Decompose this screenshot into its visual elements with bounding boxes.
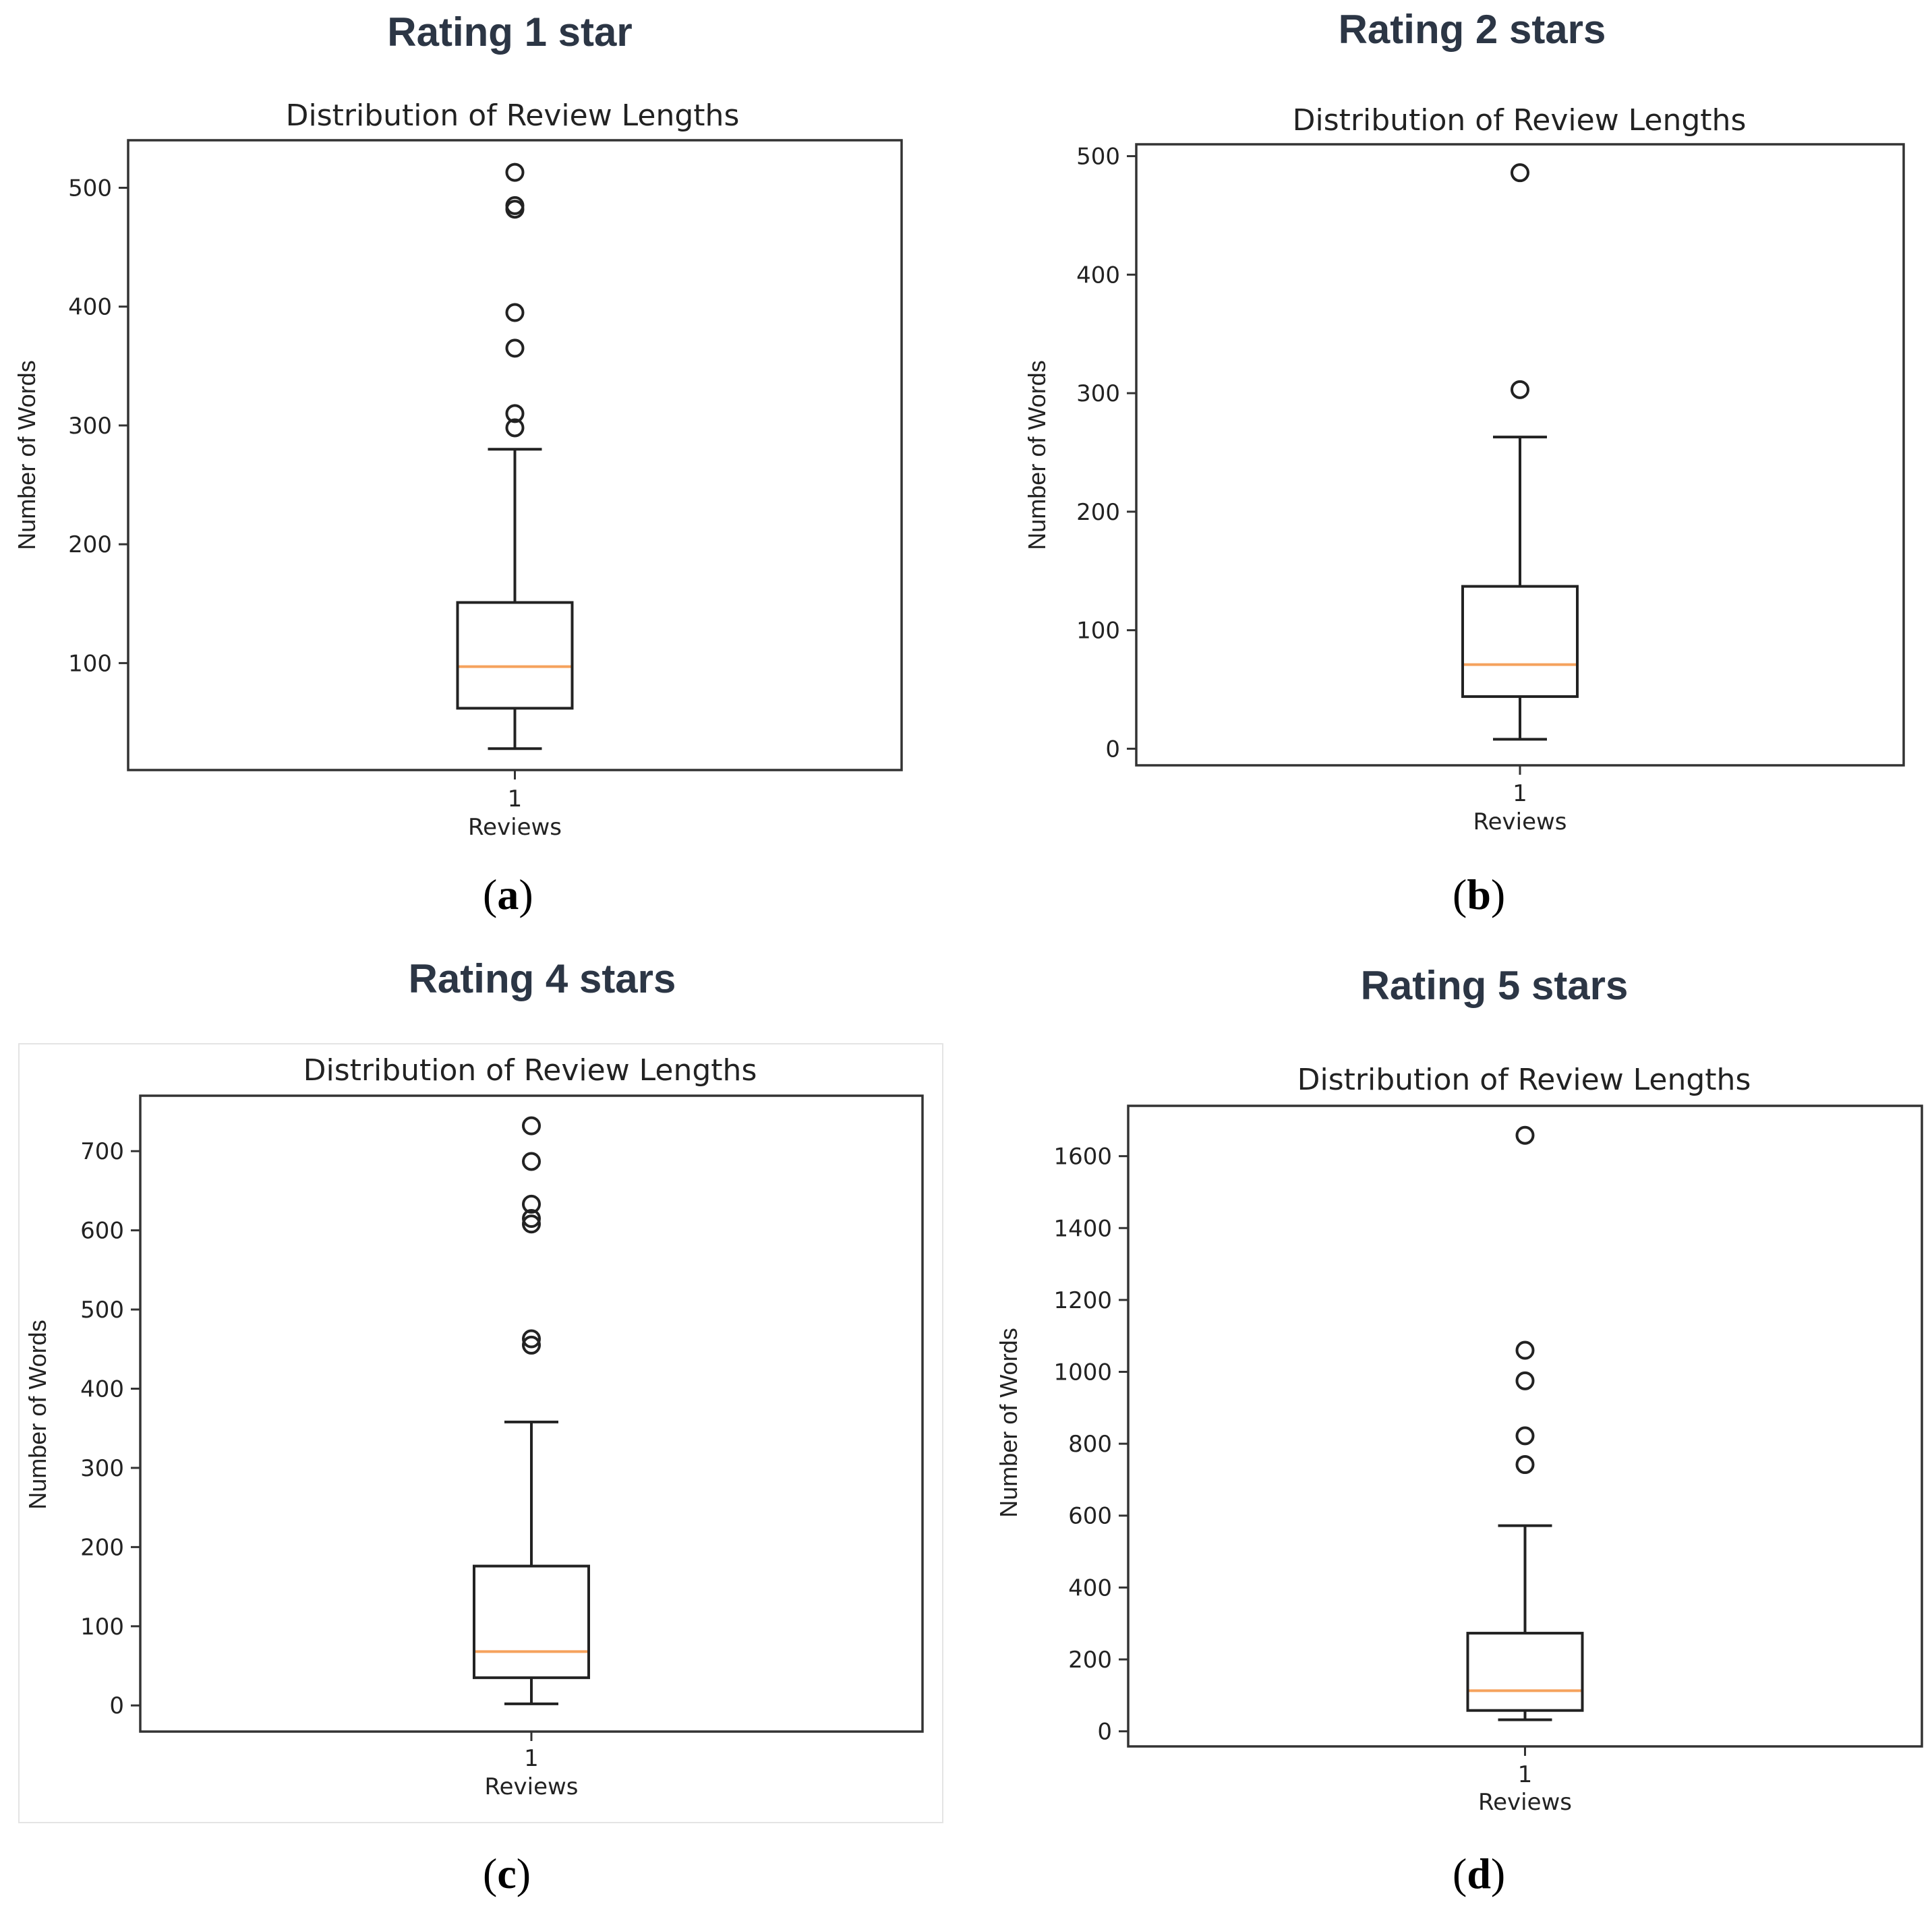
outlier-point <box>522 1209 541 1229</box>
outlier-point <box>522 1152 541 1171</box>
y-axis-label: Number of Words <box>995 1328 1022 1517</box>
x-axis-label: Reviews <box>1478 1789 1572 1816</box>
y-tick-label: 200 <box>80 1534 124 1561</box>
y-tick-label: 700 <box>80 1138 124 1165</box>
x-tick-label: 1 <box>524 1745 539 1772</box>
y-tick-label: 0 <box>109 1692 124 1719</box>
y-tick-label: 1000 <box>1053 1359 1112 1386</box>
outlier-point <box>1515 1371 1535 1390</box>
y-tick-label: 200 <box>1076 499 1120 526</box>
x-axis-label: Reviews <box>1473 808 1567 835</box>
y-tick-label: 1600 <box>1053 1144 1112 1171</box>
main-title: Rating 2 stars <box>1339 7 1606 52</box>
panel-caption: (c) <box>483 1850 531 1897</box>
y-tick-label: 800 <box>1068 1431 1112 1458</box>
y-tick-label: 300 <box>68 413 112 440</box>
y-tick-label: 400 <box>68 294 112 321</box>
y-tick-label: 100 <box>1076 618 1120 645</box>
y-tick-label: 400 <box>80 1376 124 1403</box>
outlier-point <box>1511 380 1529 399</box>
plot-frame <box>139 1094 924 1733</box>
outlier-point <box>505 163 525 182</box>
panel-c: Rating 4 stars Distribution of Review Len… <box>18 956 943 1897</box>
main-title: Rating 1 star <box>387 9 632 55</box>
plot-title: Distribution of Review Lengths <box>1293 103 1747 138</box>
y-tick-label: 500 <box>68 175 112 202</box>
iqr-box <box>456 601 574 710</box>
panel-border <box>18 1043 943 1823</box>
panel-caption: (b) <box>1453 871 1505 918</box>
y-tick-label: 1400 <box>1053 1215 1112 1242</box>
outlier-point <box>1515 1426 1535 1446</box>
outlier-point <box>505 303 525 322</box>
plot-title: Distribution of Review Lengths <box>303 1053 757 1088</box>
outlier-point <box>522 1116 541 1136</box>
y-tick-label: 1200 <box>1053 1287 1112 1314</box>
x-tick-label: 1 <box>1518 1761 1533 1788</box>
y-tick-label: 200 <box>1068 1647 1112 1674</box>
plot-frame <box>1127 1104 1923 1748</box>
outlier-point <box>1515 1455 1535 1475</box>
y-tick-label: 100 <box>68 650 112 677</box>
plot-title: Distribution of Review Lengths <box>1297 1063 1751 1097</box>
panel-a: Rating 1 star Distribution of Review Leng… <box>13 9 903 918</box>
y-axis-label: Number of Words <box>1023 360 1051 550</box>
x-axis-label: Reviews <box>468 814 562 841</box>
outlier-point <box>1515 1340 1535 1360</box>
y-tick-label: 300 <box>1076 380 1120 407</box>
y-tick-label: 200 <box>68 531 112 558</box>
outlier-point <box>505 404 525 423</box>
y-tick-label: 600 <box>1068 1503 1112 1530</box>
panel-b: Rating 2 stars Distribution of Review Len… <box>1023 7 1905 918</box>
iqr-box <box>1461 585 1579 699</box>
plot-title: Distribution of Review Lengths <box>286 98 740 133</box>
y-tick-label: 400 <box>1076 262 1120 289</box>
y-tick-label: 100 <box>80 1614 124 1641</box>
y-tick-label: 0 <box>1105 736 1120 763</box>
y-axis-label: Number of Words <box>13 360 40 550</box>
panel-caption: (a) <box>483 871 533 918</box>
y-axis-label: Number of Words <box>24 1320 51 1509</box>
outlier-point <box>1515 1125 1535 1145</box>
panel-d: Rating 5 stars Distribution of Review Len… <box>995 963 1923 1897</box>
outlier-point <box>522 1214 541 1234</box>
y-tick-label: 500 <box>80 1297 124 1324</box>
panel-caption: (d) <box>1453 1850 1505 1897</box>
outlier-point <box>522 1329 541 1349</box>
main-title: Rating 4 stars <box>409 956 676 1001</box>
x-tick-label: 1 <box>1513 780 1527 807</box>
iqr-box <box>1466 1632 1584 1712</box>
y-tick-label: 400 <box>1068 1574 1112 1601</box>
outlier-point <box>1511 163 1529 183</box>
x-axis-label: Reviews <box>484 1773 578 1800</box>
outlier-point <box>522 1194 541 1214</box>
outlier-point <box>505 338 525 358</box>
iqr-box <box>473 1564 590 1680</box>
y-tick-label: 0 <box>1097 1719 1112 1746</box>
outlier-point <box>522 1335 541 1355</box>
y-tick-label: 500 <box>1076 144 1120 171</box>
y-tick-label: 300 <box>80 1455 124 1482</box>
main-title: Rating 5 stars <box>1361 963 1629 1008</box>
x-tick-label: 1 <box>508 786 523 813</box>
y-tick-label: 600 <box>80 1218 124 1245</box>
outlier-point <box>505 196 525 215</box>
outlier-point <box>505 418 525 438</box>
